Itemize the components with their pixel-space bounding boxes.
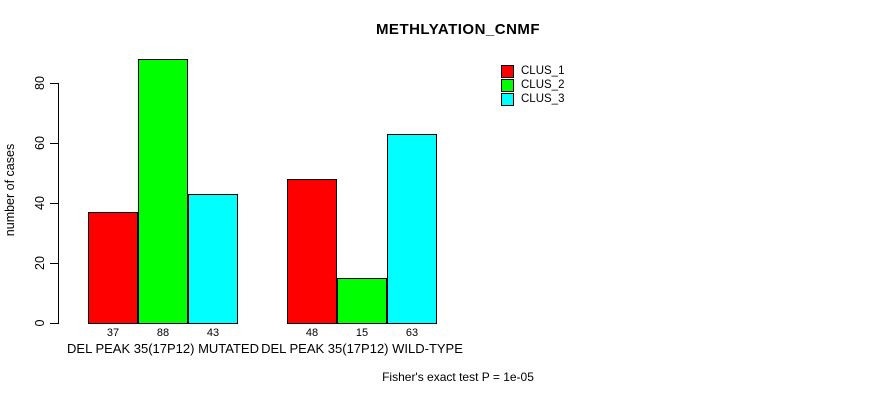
- y-tick-label: 60: [33, 136, 47, 150]
- y-tick-label: 80: [33, 76, 47, 90]
- y-axis-line: [58, 83, 59, 324]
- y-tick-mark: [50, 323, 58, 324]
- x-category-label: DEL PEAK 35(17P12) WILD-TYPE: [261, 341, 463, 356]
- y-axis-label: number of cases: [3, 143, 17, 237]
- y-tick-mark: [50, 143, 58, 144]
- legend-swatch-icon: [501, 93, 514, 106]
- bar-clus_2-group1: [138, 59, 188, 324]
- bar-clus_3-group2: [387, 134, 437, 324]
- legend: CLUS_1 CLUS_2 CLUS_3: [501, 65, 564, 107]
- legend-swatch-icon: [501, 79, 514, 92]
- y-tick-label: 40: [33, 196, 47, 210]
- bar-value-label: 43: [206, 327, 220, 339]
- bar-clus_2-group2: [337, 278, 387, 324]
- bar-clus_3-group1: [188, 194, 238, 324]
- y-tick-label: 20: [33, 256, 47, 270]
- y-tick-mark: [50, 263, 58, 264]
- bar-value-label: 37: [106, 327, 120, 339]
- bar-value-label: 15: [355, 327, 369, 339]
- legend-label: CLUS_3: [521, 93, 565, 105]
- y-tick-label: 0: [33, 319, 47, 327]
- y-tick-mark: [50, 203, 58, 204]
- bar-clus_1-group1: [88, 212, 138, 324]
- y-tick-mark: [50, 83, 58, 84]
- chart-title: METHLYATION_CNMF: [375, 21, 541, 38]
- legend-swatch-icon: [501, 65, 514, 78]
- bar-value-label: 48: [305, 327, 319, 339]
- stat-annotation: Fisher's exact test P = 1e-05: [382, 370, 534, 384]
- legend-label: CLUS_1: [521, 65, 565, 77]
- x-category-label: DEL PEAK 35(17P12) MUTATED: [67, 341, 259, 356]
- legend-item: CLUS_2: [501, 79, 564, 92]
- legend-label: CLUS_2: [521, 79, 565, 91]
- legend-item: CLUS_3: [501, 93, 564, 106]
- bar-value-label: 88: [156, 327, 170, 339]
- legend-item: CLUS_1: [501, 65, 564, 78]
- bar-clus_1-group2: [287, 179, 337, 324]
- bar-value-label: 63: [405, 327, 419, 339]
